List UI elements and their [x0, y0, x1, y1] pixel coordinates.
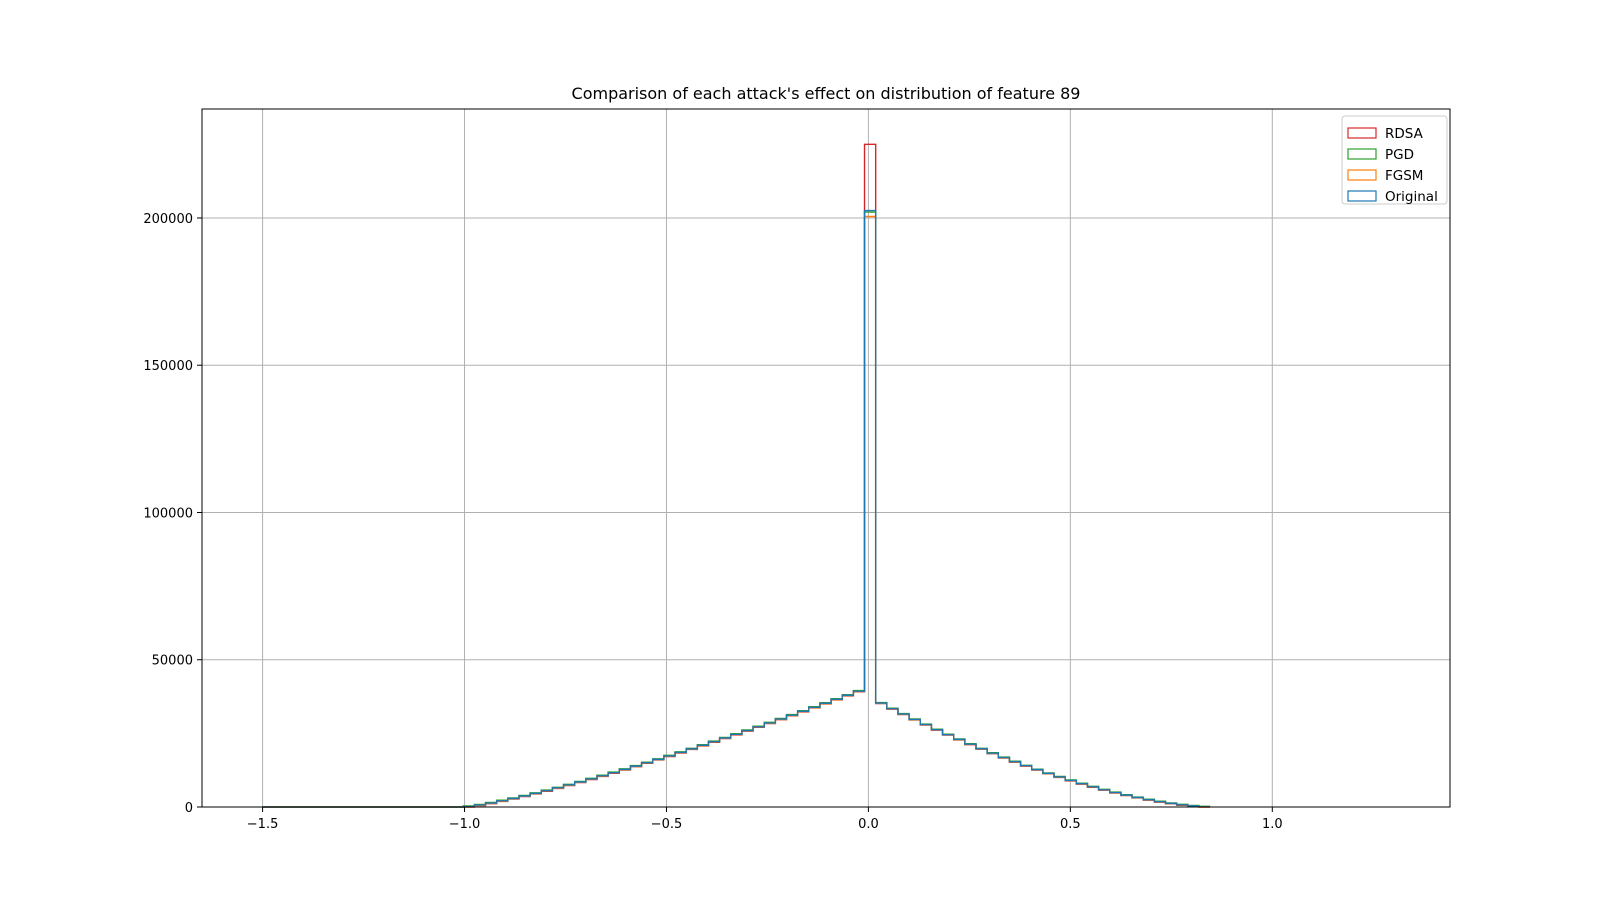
series-layer	[262, 143, 1211, 808]
legend-swatch	[1347, 148, 1377, 160]
legend-swatch	[1347, 190, 1377, 202]
x-tick-label: 0.5	[1060, 817, 1081, 832]
x-tick-label: 0.0	[858, 817, 879, 832]
y-tick-label: 0	[185, 801, 193, 816]
y-tick-label: 50000	[152, 654, 193, 669]
x-tick-label: −1.0	[449, 817, 481, 832]
series-original-step	[262, 209, 1211, 808]
y-tick-label: 150000	[143, 359, 193, 374]
legend-swatch	[1347, 169, 1377, 181]
x-tick-label: −0.5	[651, 817, 683, 832]
legend-label: Original	[1385, 189, 1438, 205]
x-tick-label: 1.0	[1262, 817, 1283, 832]
chart-title: Comparison of each attack's effect on di…	[572, 84, 1081, 103]
legend-label: FGSM	[1385, 168, 1423, 184]
x-tick-label: −1.5	[247, 817, 279, 832]
legend-label: RDSA	[1385, 126, 1424, 142]
legend-label: PGD	[1385, 147, 1414, 163]
plot-frame	[201, 108, 1451, 808]
x-axis: −1.5 −1.0 −0.5 0.0 0.5 1.0	[247, 807, 1283, 832]
y-tick-label: 200000	[143, 212, 193, 227]
y-tick-label: 100000	[143, 506, 193, 521]
y-axis: 0 50000 100000 150000 200000	[143, 212, 202, 816]
legend: RDSA PGD FGSM Original	[1341, 115, 1448, 205]
legend-swatch	[1347, 127, 1377, 139]
